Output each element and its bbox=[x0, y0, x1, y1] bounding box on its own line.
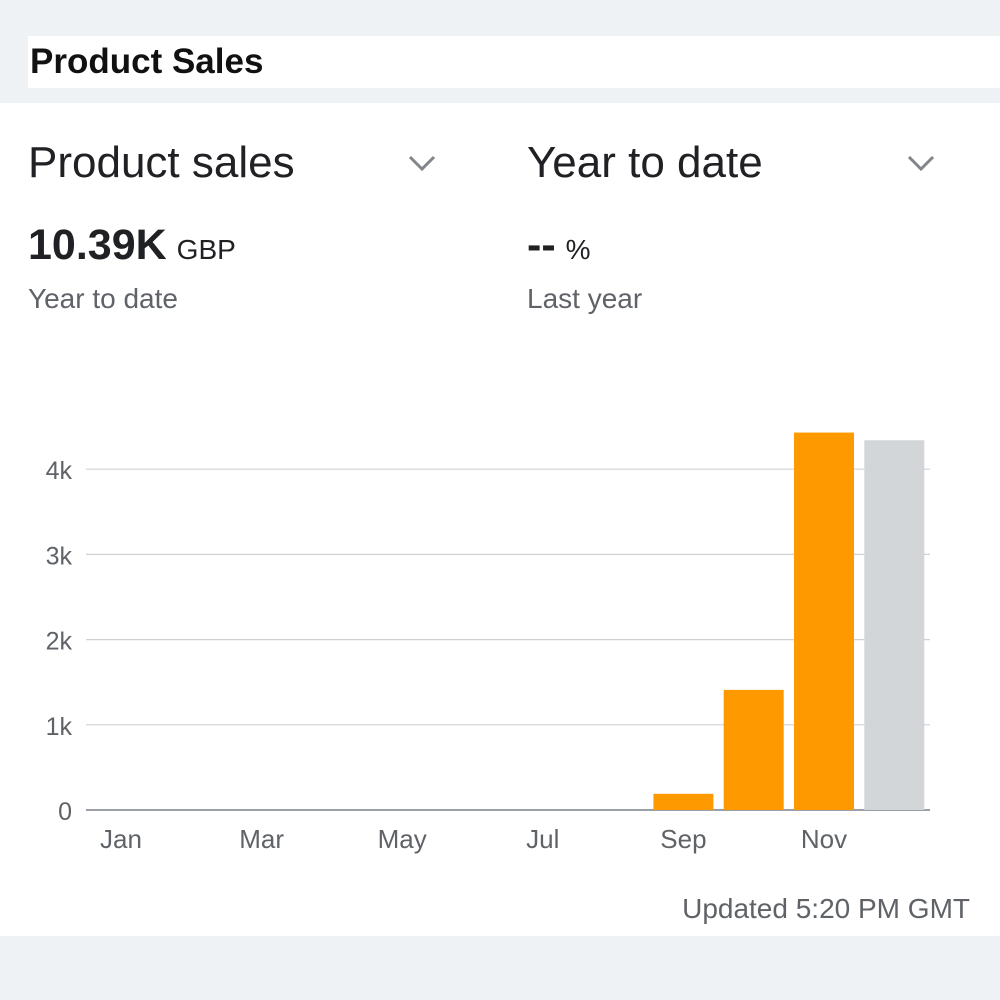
page-title: Product Sales bbox=[30, 42, 264, 81]
x-tick-label: Nov bbox=[801, 824, 847, 854]
period-dropdown-label: Year to date bbox=[527, 138, 763, 187]
chevron-down-icon bbox=[907, 155, 935, 172]
y-tick-label: 4k bbox=[46, 457, 73, 485]
x-tick-label: Sep bbox=[660, 824, 706, 854]
bar-oct[interactable] bbox=[723, 689, 784, 810]
change-percent-caption: Last year bbox=[527, 283, 643, 314]
x-tick-label: Jan bbox=[100, 824, 142, 854]
sales-card: Product sales Year to date 10.39K GBP Ye… bbox=[0, 103, 1000, 936]
period-dropdown[interactable]: Year to date bbox=[527, 133, 937, 193]
bar-sep[interactable] bbox=[653, 793, 714, 810]
sales-total-unit: GBP bbox=[176, 234, 236, 265]
chevron-down-icon bbox=[408, 155, 436, 172]
y-tick-label: 2k bbox=[46, 628, 73, 656]
x-tick-label: Mar bbox=[239, 824, 284, 854]
change-percent-value: -- bbox=[527, 221, 556, 269]
metric-dropdown-label: Product sales bbox=[28, 138, 295, 187]
header-bar: Product Sales bbox=[28, 36, 1000, 88]
sales-total: 10.39K GBP bbox=[28, 221, 236, 270]
sales-total-caption: Year to date bbox=[28, 283, 178, 314]
metric-dropdown[interactable]: Product sales bbox=[28, 133, 438, 193]
y-tick-label: 0 bbox=[58, 798, 72, 826]
sales-bar-chart: 0 1k 2k 3k 4k Jan Mar May Jul Sep Nov bbox=[46, 432, 930, 854]
change-percent-unit: % bbox=[565, 234, 591, 265]
sales-total-value: 10.39K bbox=[28, 221, 167, 269]
change-percent: -- % bbox=[527, 221, 591, 270]
y-tick-label: 1k bbox=[46, 713, 73, 741]
updated-timestamp: Updated 5:20 PM GMT bbox=[682, 893, 970, 924]
x-tick-label: Jul bbox=[526, 824, 559, 854]
x-tick-label: May bbox=[378, 824, 427, 854]
bar-nov[interactable] bbox=[794, 432, 854, 810]
bar-dec[interactable] bbox=[864, 440, 925, 810]
y-tick-label: 3k bbox=[46, 542, 73, 570]
